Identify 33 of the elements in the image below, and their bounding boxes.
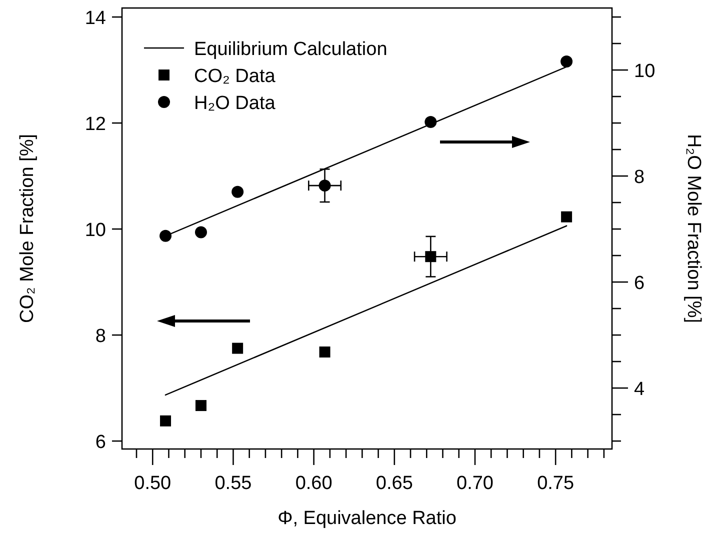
y2-tick-label: 6 bbox=[634, 273, 645, 294]
x-axis-title: Φ, Equivalence Ratio bbox=[278, 508, 456, 529]
point bbox=[232, 186, 244, 198]
point bbox=[160, 415, 172, 426]
point bbox=[424, 116, 437, 128]
y-tick-label: 8 bbox=[95, 326, 106, 348]
x-tick-label: 0.50 bbox=[134, 473, 172, 494]
point bbox=[425, 251, 436, 262]
legend-label: Equilibrium Calculation bbox=[194, 39, 388, 60]
y-tick-label: 12 bbox=[84, 114, 106, 136]
x-tick-label: 0.60 bbox=[295, 473, 332, 494]
point bbox=[195, 400, 206, 412]
point bbox=[232, 342, 244, 354]
point bbox=[194, 226, 207, 238]
y-tick-label: 10 bbox=[84, 220, 106, 242]
point bbox=[561, 211, 572, 222]
y-tick-label: 6 bbox=[95, 432, 106, 454]
x-tick-label: 0.70 bbox=[456, 473, 494, 494]
x-tick-label: 0.65 bbox=[376, 473, 413, 494]
legend-label: CO₂ Data bbox=[194, 66, 276, 87]
point bbox=[560, 56, 573, 68]
y-axis-title: CO₂ Mole Fraction [%] bbox=[17, 134, 38, 323]
x-tick-label: 0.55 bbox=[214, 473, 252, 494]
y2-tick-label: 8 bbox=[634, 167, 645, 188]
y2-axis-title: H₂O Mole Fraction [%] bbox=[683, 134, 704, 323]
y2-tick-label: 10 bbox=[634, 61, 656, 82]
point bbox=[319, 346, 330, 358]
y2-tick-label: 4 bbox=[634, 379, 645, 400]
x-tick-label: 0.75 bbox=[537, 473, 574, 494]
point bbox=[160, 230, 172, 242]
point bbox=[318, 180, 331, 192]
y-tick-label: 14 bbox=[84, 8, 106, 30]
legend-label: H₂O Data bbox=[194, 93, 276, 114]
